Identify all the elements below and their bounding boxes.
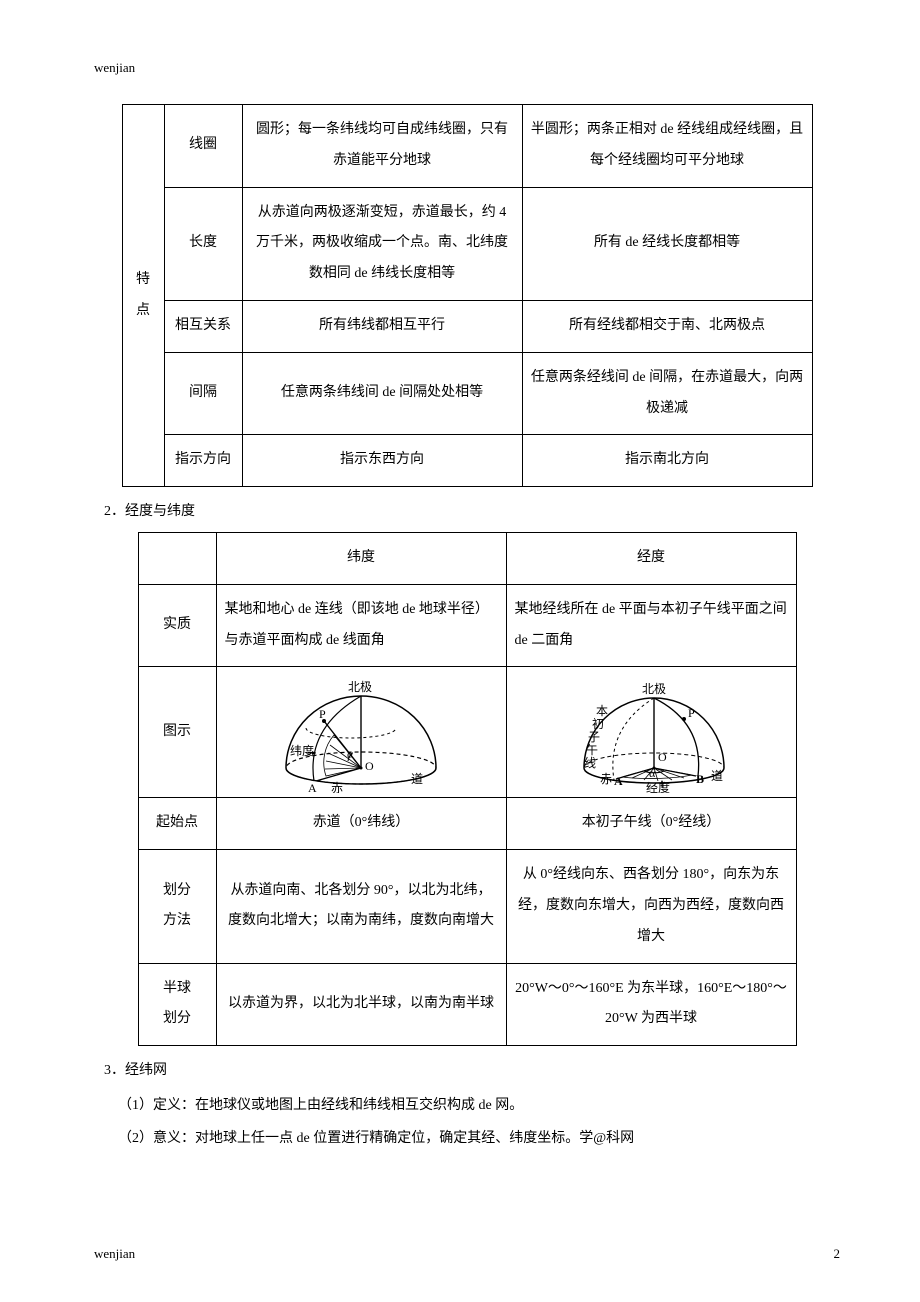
label-meridian-3: 午 [586, 743, 598, 757]
row-group-header: 特 点 [122, 105, 164, 487]
cell-lat: 从赤道向两极逐渐变短，赤道最长，约 4 万千米，两极收缩成一个点。南、北纬度数相… [242, 187, 522, 300]
col-header-lat: 纬度 [216, 532, 506, 584]
cell-text: 特 [136, 272, 150, 287]
row-label-essence: 实质 [138, 584, 216, 667]
label-A: A [614, 774, 623, 788]
cell-label: 线圈 [164, 105, 242, 188]
table-row: 起始点 赤道（0°纬线） 本初子午线（0°经线） [138, 798, 796, 850]
label-A: A [308, 781, 317, 793]
table-row: 长度 从赤道向两极逐渐变短，赤道最长，约 4 万千米，两极收缩成一个点。南、北纬… [122, 187, 812, 300]
table-row: 半球 划分 以赤道为界，以北为北半球，以南为南半球 20°W～0°～160°E … [138, 963, 796, 1046]
table-properties: 特 点 线圈 圆形；每一条纬线均可自成纬线圈，只有赤道能平分地球 半圆形；两条正… [122, 104, 813, 487]
table-lat-lon: 纬度 经度 实质 某地和地心 de 连线（即该地 de 地球半径）与赤道平面构成… [138, 532, 797, 1046]
label-north: 北极 [348, 680, 372, 694]
cell-lon: 所有经线都相交于南、北两极点 [522, 300, 812, 352]
label-equator-a: 赤 [600, 772, 612, 786]
row-label-division: 划分 方法 [138, 850, 216, 963]
cell-label: 间隔 [164, 352, 242, 435]
label-lon: 经度 [646, 780, 670, 793]
label-north: 北极 [642, 682, 666, 696]
label-meridian-4: 线 [584, 756, 596, 770]
label-B: B [696, 772, 704, 786]
cell-empty [138, 532, 216, 584]
cell-lat-division: 从赤道向南、北各划分 90°，以北为北纬，度数向北增大；以南为南纬，度数向南增大 [216, 850, 506, 963]
cell-lon: 任意两条经线间 de 间隔，在赤道最大，向两极递减 [522, 352, 812, 435]
footer-page-number: 2 [834, 1246, 841, 1262]
header-label: wenjian [94, 60, 840, 76]
section-heading-2: 2．经度与纬度 [104, 497, 840, 528]
cell-label: 相互关系 [164, 300, 242, 352]
cell-lon-origin: 本初子午线（0°经线） [506, 798, 796, 850]
row-label-origin: 起始点 [138, 798, 216, 850]
label-meridian-2: 子 [588, 730, 600, 744]
cell-lat-origin: 赤道（0°纬线） [216, 798, 506, 850]
label-alpha: α [649, 766, 656, 780]
label-meridian-1: 初 [592, 717, 604, 731]
label-lat: 纬度 [290, 743, 314, 758]
cell-lat: 所有纬线都相互平行 [242, 300, 522, 352]
cell-lat: 圆形；每一条纬线均可自成纬线圈，只有赤道能平分地球 [242, 105, 522, 188]
label-equator-r: 道 [711, 769, 723, 783]
cell-text: 方法 [163, 913, 191, 928]
cell-label: 长度 [164, 187, 242, 300]
section-heading-3: 3．经纬网 [104, 1056, 840, 1087]
paragraph-meaning: （2）意义：对地球上任一点 de 位置进行精确定位，确定其经、纬度坐标。学@科网 [118, 1124, 840, 1155]
row-label-diagram: 图示 [138, 667, 216, 798]
table-row: 实质 某地和地心 de 连线（即该地 de 地球半径）与赤道平面构成 de 线面… [138, 584, 796, 667]
page-container: wenjian 特 点 线圈 圆形；每一条纬线均可自成纬线圈，只有赤道能平分地球… [0, 0, 920, 1302]
label-alpha: α [347, 747, 354, 761]
cell-lon-hemisphere: 20°W～0°～160°E 为东半球，160°E～180°～20°W 为西半球 [506, 963, 796, 1046]
label-equator-r: 道 [411, 772, 423, 786]
table-row: 相互关系 所有纬线都相互平行 所有经线都相交于南、北两极点 [122, 300, 812, 352]
cell-lon-essence: 某地经线所在 de 平面与本初子午线平面之间 de 二面角 [506, 584, 796, 667]
cell-lat: 指示东西方向 [242, 435, 522, 487]
table-row: 纬度 经度 [138, 532, 796, 584]
cell-text: 划分 [163, 883, 191, 898]
table-row: 特 点 线圈 圆形；每一条纬线均可自成纬线圈，只有赤道能平分地球 半圆形；两条正… [122, 105, 812, 188]
col-header-lon: 经度 [506, 532, 796, 584]
table-row: 划分 方法 从赤道向南、北各划分 90°，以北为北纬，度数向北增大；以南为南纬，… [138, 850, 796, 963]
latitude-svg: 北极 P 纬度 α O A 赤 道 [246, 673, 476, 793]
table-row: 指示方向 指示东西方向 指示南北方向 [122, 435, 812, 487]
diagram-latitude: 北极 P 纬度 α O A 赤 道 [216, 667, 506, 798]
label-equator-l: 赤 [331, 781, 343, 793]
cell-text: 半球 [163, 981, 191, 996]
cell-lat-hemisphere: 以赤道为界，以北为北半球，以南为南半球 [216, 963, 506, 1046]
cell-lon-division: 从 0°经线向东、西各划分 180°，向东为东经，度数向东增大，向西为西经，度数… [506, 850, 796, 963]
row-label-hemisphere: 半球 划分 [138, 963, 216, 1046]
label-P: P [688, 706, 695, 720]
cell-text: 划分 [163, 1011, 191, 1026]
diagram-longitude: 北极 P O α 本 初 子 午 线 赤 A B 道 经度 [506, 667, 796, 798]
cell-lon: 所有 de 经线长度都相等 [522, 187, 812, 300]
label-O: O [658, 750, 667, 764]
cell-lon: 半圆形；两条正相对 de 经线组成经线圈，且每个经线圈均可平分地球 [522, 105, 812, 188]
label-O: O [365, 759, 374, 773]
cell-lat: 任意两条纬线间 de 间隔处处相等 [242, 352, 522, 435]
label-P: P [319, 707, 326, 721]
label-meridian-0: 本 [596, 704, 608, 718]
cell-lon: 指示南北方向 [522, 435, 812, 487]
longitude-svg: 北极 P O α 本 初 子 午 线 赤 A B 道 经度 [536, 673, 766, 793]
page-footer: wenjian 2 [94, 1246, 840, 1262]
footer-left-label: wenjian [94, 1246, 135, 1261]
table-row: 图示 [138, 667, 796, 798]
table-row: 间隔 任意两条纬线间 de 间隔处处相等 任意两条经线间 de 间隔，在赤道最大… [122, 352, 812, 435]
cell-text: 点 [136, 303, 150, 318]
paragraph-definition: （1）定义：在地球仪或地图上由经线和纬线相互交织构成 de 网。 [118, 1091, 840, 1122]
cell-lat-essence: 某地和地心 de 连线（即该地 de 地球半径）与赤道平面构成 de 线面角 [216, 584, 506, 667]
cell-label: 指示方向 [164, 435, 242, 487]
